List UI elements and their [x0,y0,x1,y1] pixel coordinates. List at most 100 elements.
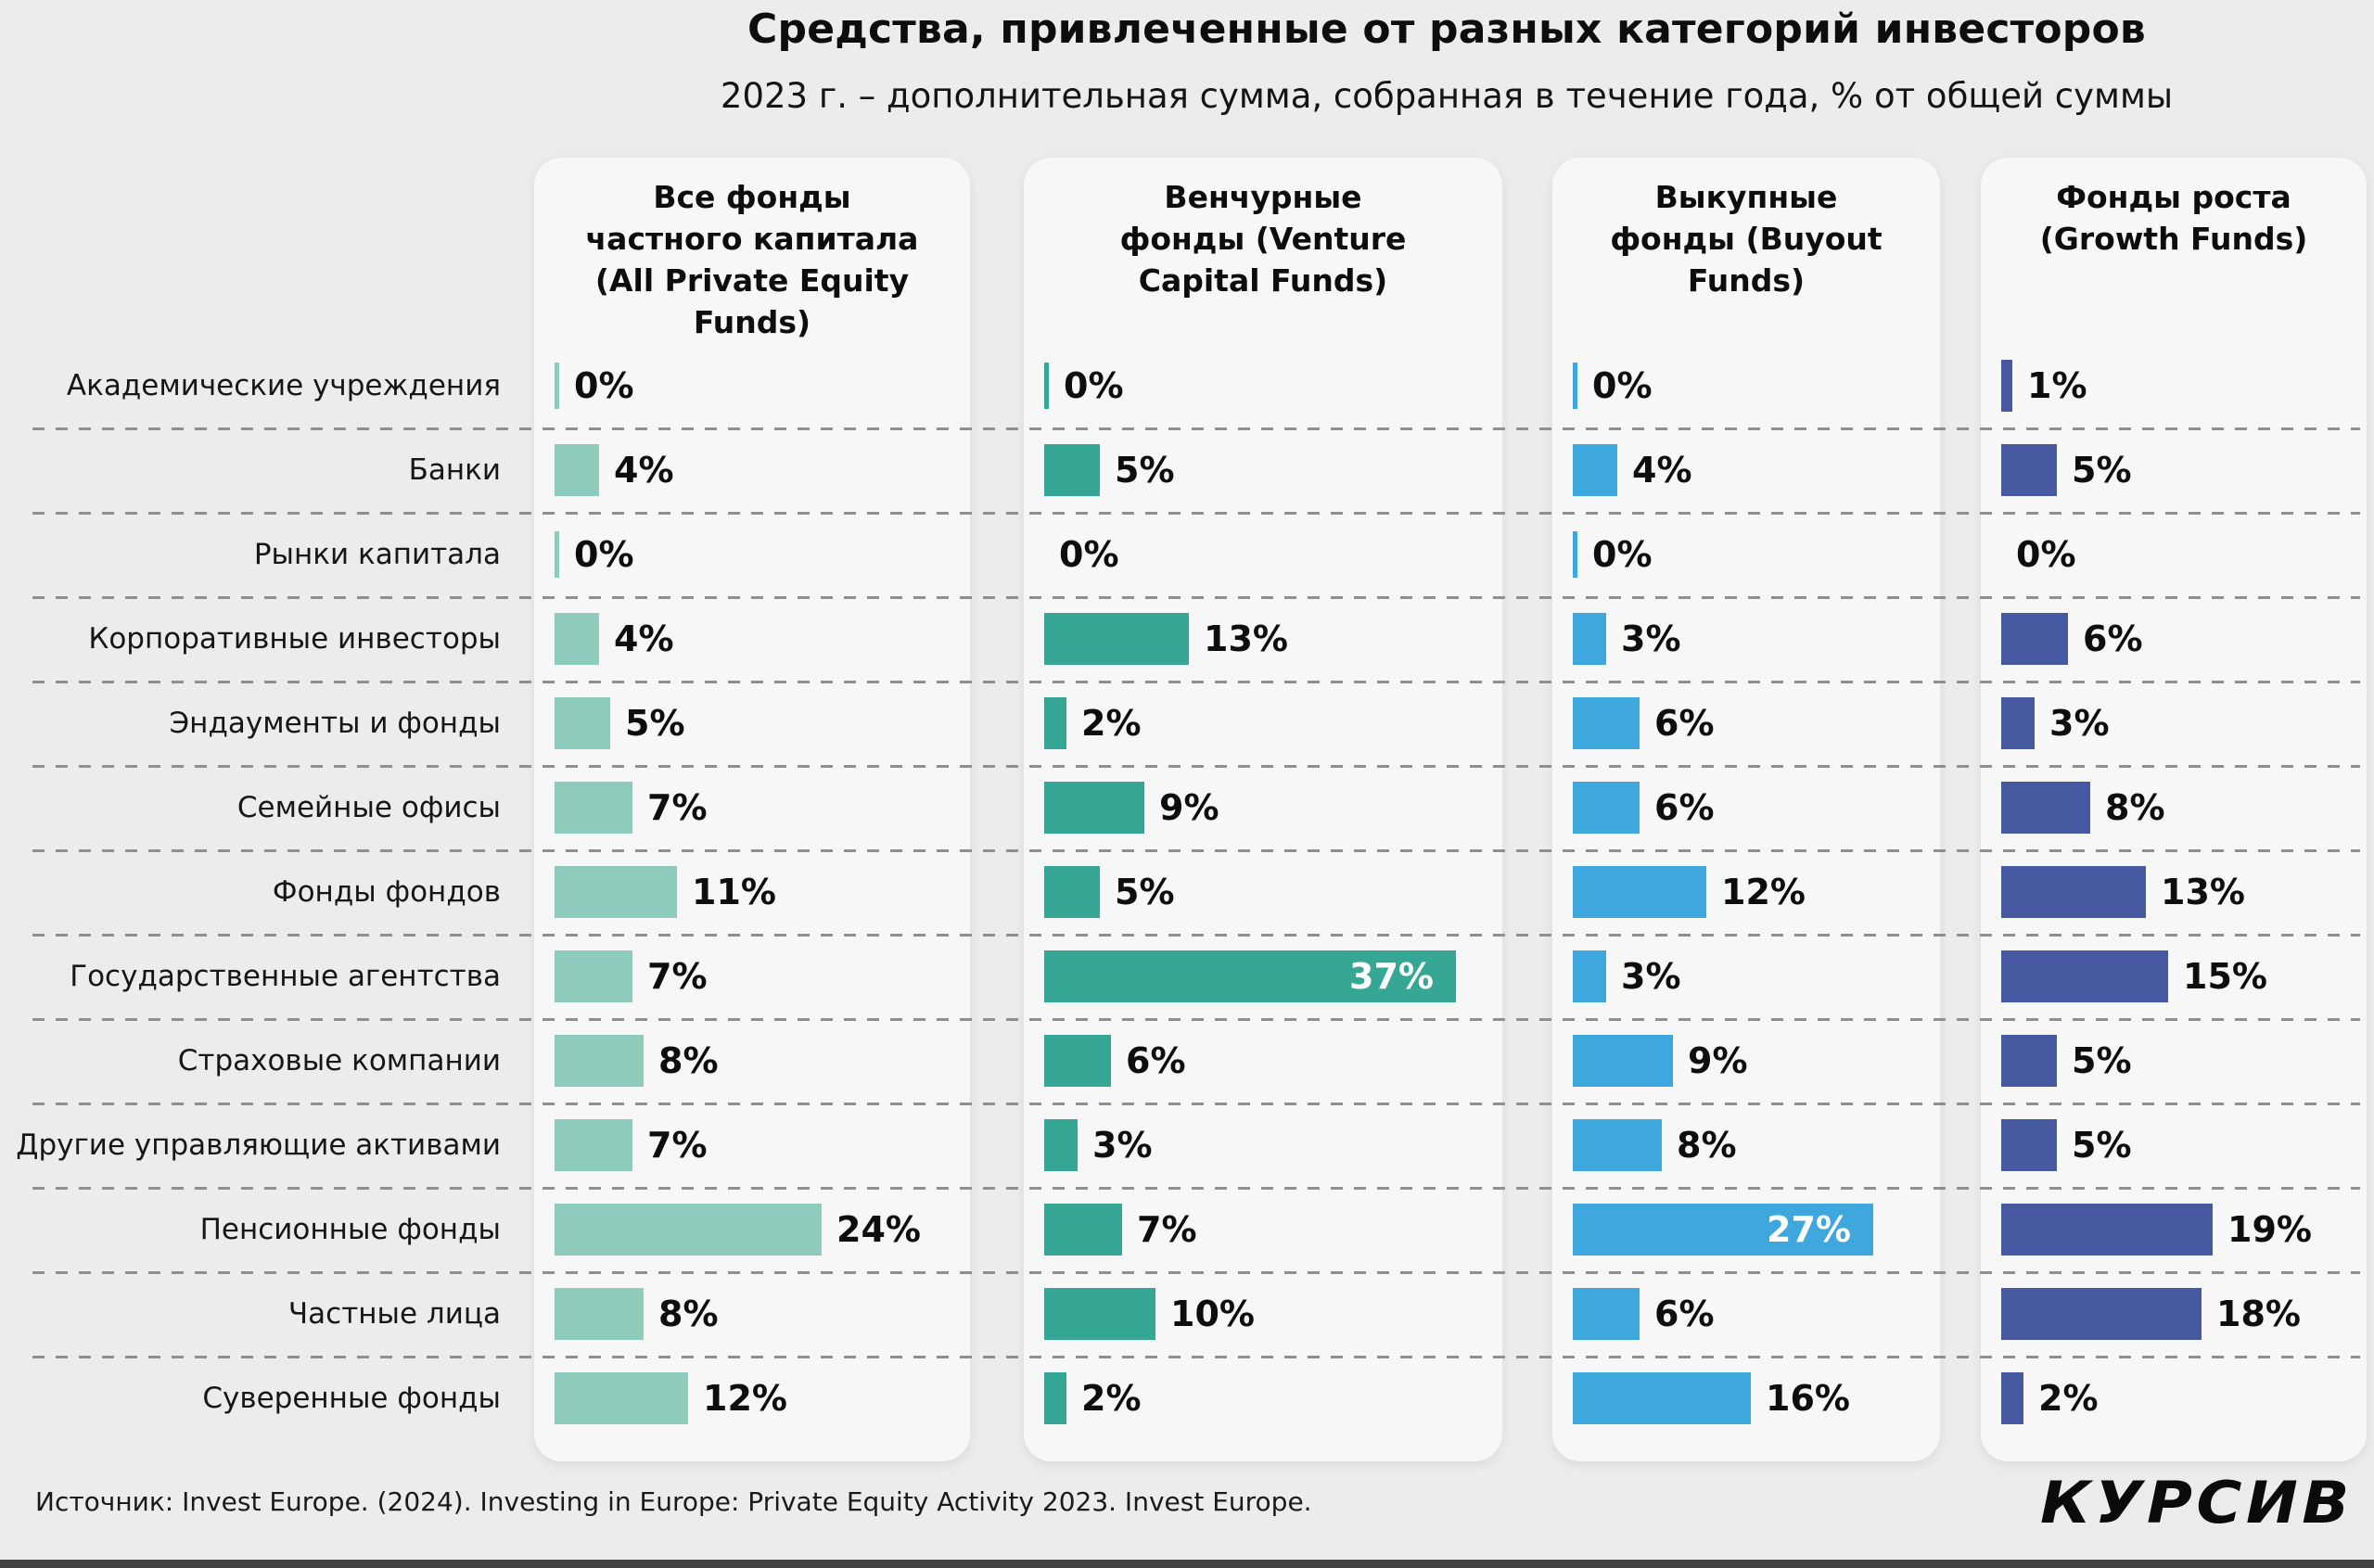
bar [555,1372,688,1424]
bar-value-label: 11% [692,872,776,912]
zero-tick [555,363,559,409]
column-header-2: Венчурные фонды (Venture Capital Funds) [1119,179,1407,299]
bar-value-label: 12% [703,1378,787,1419]
bar-value-label: 6% [1654,703,1715,744]
bar [1573,444,1617,496]
page-title: Средства, привлеченные от разных категор… [747,6,2146,53]
bar-value-label: 5% [1115,872,1175,912]
bar [2001,444,2057,496]
bar [1044,950,1456,1002]
bar [2001,360,2012,412]
bar [1044,1035,1111,1087]
row-label: Страховые компании [177,1044,501,1077]
bar [555,950,632,1002]
bar [555,1204,822,1256]
row-label: Частные лица [287,1297,501,1331]
row-label: Эндаументы и фонды [169,707,501,740]
bar-value-label: 0% [574,365,634,406]
bar [555,782,632,834]
row-label: Другие управляющие активами [16,1128,501,1162]
bar [1573,1372,1751,1424]
bar-value-label: 5% [1115,450,1175,491]
bar [2001,782,2090,834]
bar-value-label: 8% [658,1040,719,1081]
column-header-1: Все фонды частного капитала (All Private E… [585,179,919,340]
bar-value-label: 5% [2072,1040,2132,1081]
row-separator [32,427,2360,430]
bar [555,613,599,665]
row-separator [32,1271,2360,1274]
bar [1573,697,1640,749]
zero-tick [1044,363,1049,409]
zero-tick [555,531,559,578]
bar-value-label: 2% [1081,1378,1142,1419]
bar-value-label: 19% [2227,1209,2312,1250]
bar-value-label: 2% [1081,703,1142,744]
bar-value-label: 24% [836,1209,921,1250]
bar-value-label: 8% [2105,787,2165,828]
bar [1044,444,1100,496]
kursiv-logo: КУРСИВ [2040,1469,2354,1536]
row-separator [32,512,2360,515]
bar [555,866,677,918]
bar [2001,697,2035,749]
bar-value-label: 3% [1092,1125,1153,1166]
bar [2001,950,2168,1002]
row-label: Фонды фондов [272,875,501,909]
bar [555,697,610,749]
row-label: Суверенные фонды [202,1382,501,1415]
bar [555,1288,644,1340]
bar-value-label: 18% [2216,1294,2301,1334]
bar-value-label: 4% [614,618,674,659]
bar-value-label: 5% [2072,1125,2132,1166]
page-subtitle: 2023 г. – дополнительная сумма, собранна… [720,76,2174,116]
zero-tick [1573,531,1577,578]
row-label: Рынки капитала [253,538,501,571]
bar-value-label: 27% [1767,1209,1851,1250]
row-label: Академические учреждения [66,369,501,402]
bar-value-label: 37% [1349,956,1434,997]
bar [2001,866,2146,918]
bar [555,1119,632,1171]
bar [1573,866,1706,918]
row-label: Банки [408,453,501,487]
row-label: Пенсионные фонды [199,1213,501,1246]
bar-value-label: 5% [625,703,685,744]
row-separator [32,1103,2360,1105]
bar-value-label: 7% [1137,1209,1197,1250]
bar [2001,1372,2023,1424]
bar-value-label: 4% [1632,450,1692,491]
row-label: Государственные агентства [70,960,501,993]
bar [555,444,599,496]
bar-value-label: 9% [1159,787,1219,828]
bar [1573,1035,1673,1087]
bar [1044,1204,1122,1256]
bar-value-label: 6% [1654,1294,1715,1334]
bar-value-label: 2% [2038,1378,2099,1419]
bar [2001,1288,2202,1340]
bar-value-label: 0% [2016,534,2076,575]
bar-value-label: 9% [1688,1040,1748,1081]
bar-value-label: 1% [2027,365,2087,406]
bar [2001,613,2068,665]
bar-value-label: 3% [2049,703,2110,744]
bottom-strip [0,1560,2374,1568]
bar-value-label: 0% [574,534,634,575]
row-separator [32,934,2360,937]
bar [1044,1119,1078,1171]
bar-value-label: 3% [1621,618,1681,659]
bar-value-label: 4% [614,450,674,491]
bar-value-label: 12% [1721,872,1806,912]
bar-value-label: 8% [1677,1125,1737,1166]
bar-value-label: 16% [1766,1378,1850,1419]
row-separator [32,1356,2360,1358]
row-separator [32,765,2360,768]
bar [555,1035,644,1087]
source-note: Источник: Invest Europe. (2024). Investi… [35,1486,1312,1517]
zero-tick [1573,363,1577,409]
bar [1573,1119,1662,1171]
row-label: Корпоративные инвесторы [88,622,501,656]
bar-value-label: 6% [2083,618,2143,659]
row-separator [32,849,2360,852]
